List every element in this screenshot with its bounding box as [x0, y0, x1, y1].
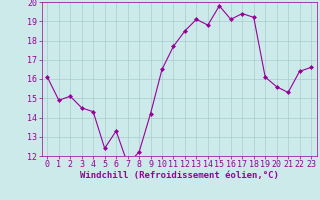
X-axis label: Windchill (Refroidissement éolien,°C): Windchill (Refroidissement éolien,°C) [80, 171, 279, 180]
